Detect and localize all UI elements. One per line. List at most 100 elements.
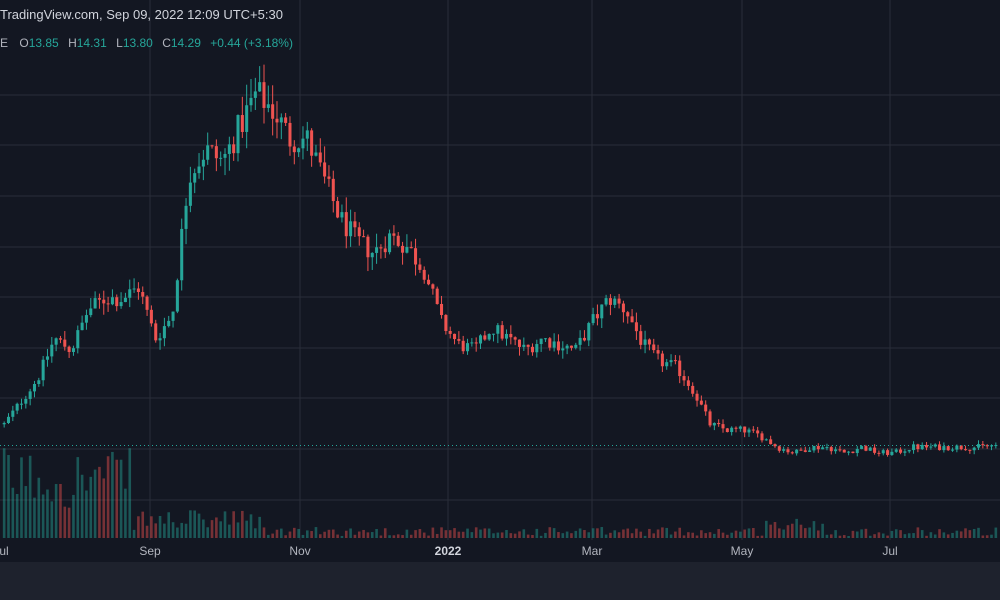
candle-body (288, 122, 292, 147)
time-axis[interactable]: ul Sep Nov 2022 Mar May Jul (0, 540, 1000, 562)
candle-body (11, 410, 15, 417)
candle-body (314, 152, 318, 156)
candle-body (427, 279, 431, 285)
candle-body (795, 449, 799, 454)
volume-bar (93, 469, 97, 538)
candle-body (383, 248, 387, 253)
volume-bar (985, 535, 989, 538)
candle-body (41, 359, 45, 381)
candle-body (734, 427, 738, 429)
candle-body (600, 304, 604, 319)
volume-bar (271, 533, 274, 538)
candle-body (323, 162, 327, 177)
volume-bar (526, 534, 530, 538)
candle-body (84, 315, 88, 323)
price-chart[interactable] (0, 0, 1000, 540)
candle-body (834, 449, 838, 452)
candle-body (790, 452, 794, 454)
volume-bar (916, 527, 920, 538)
volume-bar (72, 494, 75, 538)
candle-body (418, 264, 422, 270)
volume-bar (461, 531, 465, 538)
candle-body (136, 288, 140, 293)
candle-body (97, 298, 101, 300)
candle-body (232, 144, 236, 154)
bottom-toolbar (0, 562, 1000, 600)
volume-bar (340, 535, 344, 538)
volume-bar (106, 456, 110, 538)
volume-bar (635, 528, 638, 538)
candle-body (305, 130, 309, 139)
volume-bar (492, 533, 495, 538)
volume-bar (587, 532, 591, 538)
candle-body (964, 449, 968, 451)
candle-body (93, 298, 97, 309)
candle-body (362, 236, 366, 238)
volume-bar (184, 523, 188, 538)
candle-body (647, 339, 651, 345)
candle-body (643, 339, 647, 345)
candle-body (803, 450, 807, 452)
candle-body (543, 338, 547, 340)
candle-body (864, 446, 868, 451)
candle-body (587, 323, 591, 341)
volume-bar (357, 531, 361, 538)
volume-bar (305, 530, 309, 538)
volume-bar (383, 528, 387, 538)
volume-bar (500, 532, 504, 538)
candle-body (873, 447, 877, 453)
low-label: L (116, 36, 123, 50)
volume-bar (604, 534, 608, 538)
volume-bar (708, 532, 712, 538)
volume-bar (531, 535, 534, 538)
chart-area[interactable]: TradingView.com, Sep 09, 2022 12:09 UTC+… (0, 0, 1000, 540)
volume-bar (50, 501, 54, 538)
x-tick-may: May (730, 544, 754, 558)
volume-bar (907, 533, 911, 538)
candle-body (37, 380, 41, 384)
candle-body (725, 428, 729, 433)
volume-bar (67, 507, 71, 538)
low-value: 13.80 (122, 36, 153, 50)
volume-bar (487, 528, 491, 538)
volume-bar (661, 527, 664, 538)
volume-bar (249, 514, 253, 538)
volume-bar (331, 529, 335, 538)
candle-body (89, 308, 93, 316)
candle-body (405, 247, 409, 253)
volume-bar (388, 535, 391, 538)
candle-body (951, 449, 955, 451)
candle-body (526, 344, 530, 347)
candle-body (496, 325, 500, 334)
candle-body (604, 298, 608, 305)
candle-body (500, 325, 504, 339)
candle-body (149, 309, 153, 324)
candle-body (461, 340, 465, 352)
volume-bar (678, 527, 682, 538)
candle-body (574, 344, 578, 348)
candle-body (535, 344, 539, 353)
candle-body (422, 269, 426, 280)
candle-body (738, 426, 742, 429)
volume-bar (474, 527, 478, 538)
candle-body (630, 316, 634, 323)
candle-body (608, 298, 612, 305)
volume-bar (920, 530, 924, 538)
volume-bar (89, 476, 93, 538)
volume-bar (219, 521, 222, 538)
candle-body (968, 449, 972, 451)
volume-bars (2, 448, 998, 538)
volume-bar (20, 457, 23, 538)
volume-bar (977, 527, 980, 538)
volume-bar (786, 525, 790, 538)
candle-body (829, 447, 833, 452)
volume-bar (453, 528, 456, 538)
candle-body (236, 115, 240, 154)
candle-body (71, 348, 75, 353)
volume-bar (349, 528, 352, 538)
volume-bar (15, 493, 19, 538)
candle-body (50, 344, 54, 357)
change-value: +0.44 (+3.18%) (210, 36, 293, 50)
volume-bar (803, 528, 807, 538)
volume-bar (959, 531, 963, 538)
